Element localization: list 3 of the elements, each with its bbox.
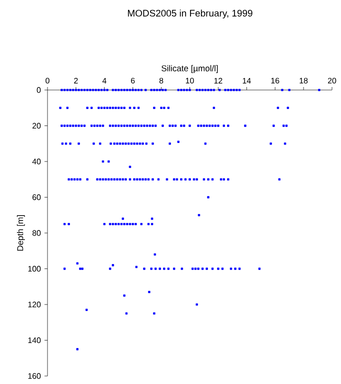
y-axis-title: Depth [m] xyxy=(16,215,25,251)
chart-title: MODS2005 in February, 1999 xyxy=(128,10,252,18)
x-axis-title: Silicate [µmol/l] xyxy=(162,65,218,73)
